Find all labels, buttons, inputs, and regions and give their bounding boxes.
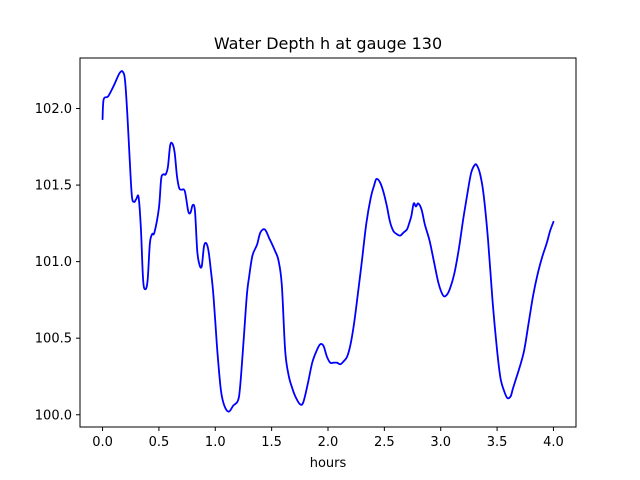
chart-title: Water Depth h at gauge 130	[214, 34, 442, 53]
y-tick-label: 101.5	[35, 179, 72, 194]
x-tick-label: 1.5	[261, 435, 282, 450]
axes-frame	[79, 57, 577, 428]
y-tick-label: 102.0	[35, 102, 72, 117]
x-tick-label: 2.0	[318, 435, 339, 450]
tick-labels: 0.0 0.5 1.0 1.5 2.0 2.5 3.0 3.5 4.0 100.0 100.5 101…	[35, 102, 564, 450]
y-tick-label: 101.0	[35, 255, 72, 270]
plot-area	[80, 58, 576, 427]
y-tick-label: 100.0	[35, 408, 72, 423]
x-tick-label: 1.0	[205, 435, 226, 450]
x-tick-label: 3.5	[487, 435, 508, 450]
x-tick-label: 0.0	[92, 435, 113, 450]
tick-marks	[76, 108, 554, 431]
y-tick-label: 100.5	[35, 332, 72, 347]
x-tick-label: 3.0	[430, 435, 451, 450]
series-line-water-depth	[101, 70, 555, 413]
x-tick-label: 2.5	[374, 435, 395, 450]
x-tick-label: 4.0	[543, 435, 564, 450]
x-tick-label: 0.5	[149, 435, 170, 450]
x-axis-label: hours	[310, 456, 347, 471]
